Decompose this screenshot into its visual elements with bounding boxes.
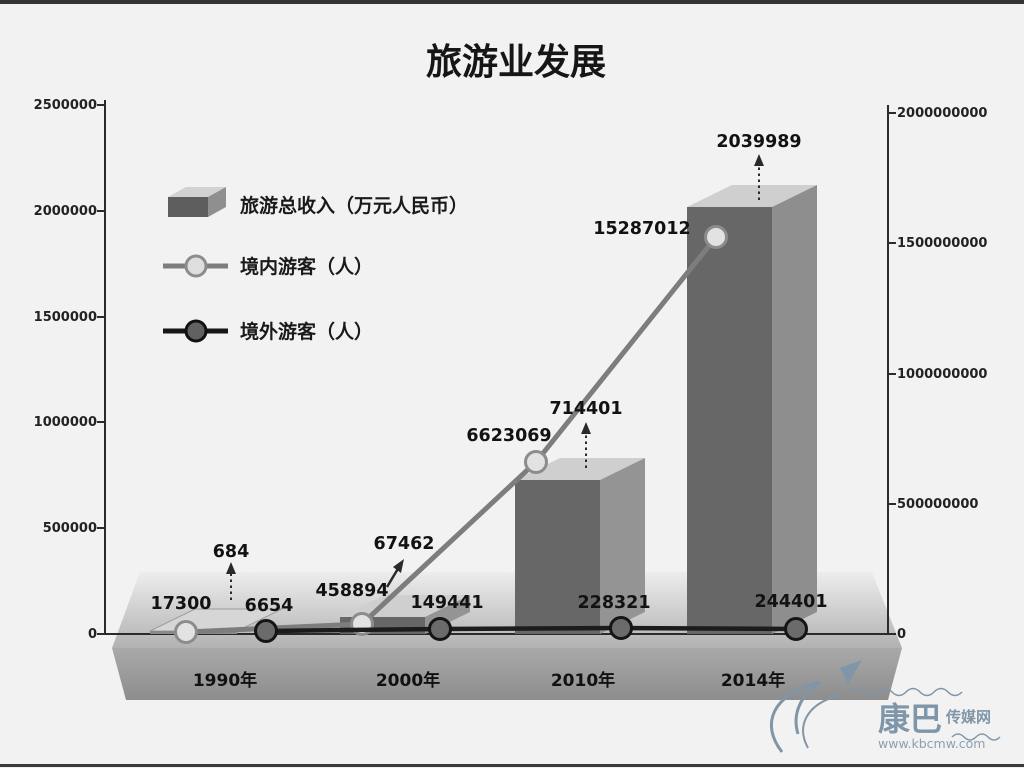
cube-3d-icon xyxy=(168,187,226,217)
right-tick-500000000: 500000000 xyxy=(897,497,978,512)
dashed-up-arrow-icon xyxy=(226,562,236,600)
revenue-value-1990: 684 xyxy=(213,542,250,562)
category-label-2010: 2010年 xyxy=(551,670,615,691)
foreign-point-2000 xyxy=(428,617,452,641)
callout-arrows xyxy=(226,154,764,600)
data-value-labels: 17300 684 6654 458894 67462 149441 66230… xyxy=(151,132,828,616)
right-tick-1500000000: 1500000000 xyxy=(897,236,987,251)
category-label-1990: 1990年 xyxy=(193,670,257,691)
right-axis-tick-labels: 2000000000 1500000000 1000000000 5000000… xyxy=(897,106,987,642)
domestic-value-2000: 458894 xyxy=(315,581,388,601)
legend-item-foreign: 境外游客（人） xyxy=(163,319,373,343)
dark-circle-line-icon xyxy=(163,319,228,343)
chart-legend: 旅游总收入（万元人民币） 境内游客（人） 境外游客（人） xyxy=(163,187,468,343)
light-circle-line-icon xyxy=(163,254,228,278)
right-tick-2000000000: 2000000000 xyxy=(897,106,987,121)
foreign-value-2010: 228321 xyxy=(577,593,650,613)
revenue-value-2010: 714401 xyxy=(549,399,622,419)
domestic-point-1990 xyxy=(174,620,198,644)
left-tick-2500000: 2500000 xyxy=(34,98,97,113)
right-tick-0: 0 xyxy=(897,627,906,642)
domestic-value-2014: 15287012 xyxy=(593,219,690,239)
left-axis-tick-labels: 2500000 2000000 1500000 1000000 500000 0 xyxy=(34,98,97,642)
revenue-bar-2010 xyxy=(515,458,645,634)
revenue-bar-2014 xyxy=(687,185,817,634)
domestic-value-2010: 6623069 xyxy=(466,426,551,446)
right-tick-1000000000: 1000000000 xyxy=(897,367,987,382)
x-axis-category-labels: 1990年 2000年 2010年 2014年 xyxy=(193,670,785,691)
legend-item-domestic: 境内游客（人） xyxy=(163,254,373,278)
revenue-bar-series xyxy=(149,185,817,634)
foreign-value-2000: 149441 xyxy=(410,593,483,613)
watermark-url: www.kbcmw.com xyxy=(878,736,985,751)
foreign-visitors-line-series xyxy=(254,616,808,643)
dashed-up-arrow-icon xyxy=(754,154,764,200)
category-label-2000: 2000年 xyxy=(376,670,440,691)
domestic-point-2014 xyxy=(704,225,728,249)
watermark-wave-line xyxy=(951,733,1001,741)
left-tick-1500000: 1500000 xyxy=(34,310,97,325)
legend-label-foreign: 境外游客（人） xyxy=(240,320,373,343)
revenue-value-2000: 67462 xyxy=(374,534,435,554)
foreign-value-1990: 6654 xyxy=(245,596,294,616)
bottom-edge-strip xyxy=(0,764,1024,767)
watermark-swoosh-icon xyxy=(770,660,1001,753)
legend-label-domestic: 境内游客（人） xyxy=(240,255,373,278)
watermark-wave-line xyxy=(849,687,963,697)
left-tick-0: 0 xyxy=(88,627,97,642)
left-tick-2000000: 2000000 xyxy=(34,204,97,219)
watermark-brand-suffix: 传媒网 xyxy=(945,708,991,726)
category-label-2014: 2014年 xyxy=(721,670,785,691)
foreign-point-1990 xyxy=(254,619,278,643)
legend-label-revenue: 旅游总收入（万元人民币） xyxy=(240,194,468,217)
top-edge-strip xyxy=(0,0,1024,4)
chart-title: 旅游业发展 xyxy=(426,42,606,83)
domestic-point-2010 xyxy=(524,450,548,474)
left-tick-1000000: 1000000 xyxy=(34,415,97,430)
revenue-value-2014: 2039989 xyxy=(716,132,801,152)
foreign-point-2014 xyxy=(784,617,808,641)
foreign-value-2014: 244401 xyxy=(754,592,827,612)
watermark-brand: 康巴 xyxy=(878,700,942,738)
dashed-up-arrow-icon xyxy=(581,422,591,468)
foreign-point-2010 xyxy=(609,616,633,640)
solid-up-arrow-icon xyxy=(385,559,404,588)
domestic-value-1990: 17300 xyxy=(151,594,212,614)
watermark: 康巴 传媒网 www.kbcmw.com xyxy=(770,660,1001,753)
legend-item-revenue: 旅游总收入（万元人民币） xyxy=(168,187,468,217)
left-tick-500000: 500000 xyxy=(43,521,97,536)
